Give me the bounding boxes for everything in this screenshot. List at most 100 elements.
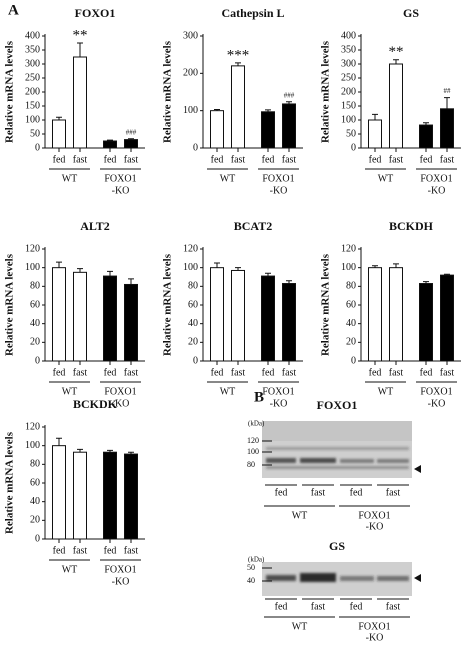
- y-axis-label: Relative mRNA levels: [4, 253, 16, 356]
- blot-image: [262, 562, 421, 596]
- x-tick-label: fed: [211, 154, 224, 165]
- bar: [389, 267, 403, 362]
- error-bar: [128, 451, 134, 455]
- lane-label: fast: [386, 487, 401, 498]
- y-tick-label: 40: [346, 318, 356, 329]
- y-tick-label: 0: [351, 355, 356, 366]
- y-tick-label: 20: [346, 337, 356, 348]
- group-label: -KO: [112, 185, 130, 196]
- lane-label: fed: [350, 601, 363, 612]
- significance-label: **: [73, 27, 88, 43]
- group-label: -KO: [270, 185, 288, 196]
- chart-title: FOXO1: [75, 6, 116, 20]
- y-tick-label: 40: [188, 318, 198, 329]
- group-label: -KO: [112, 576, 130, 587]
- bar: [440, 108, 454, 149]
- y-tick-label: 80: [30, 459, 40, 470]
- group-label: -KO: [270, 398, 288, 409]
- x-tick-label: fast: [282, 154, 297, 165]
- bar: [52, 445, 66, 540]
- y-tick-label: 40: [30, 318, 40, 329]
- x-tick-label: fast: [389, 154, 404, 165]
- y-tick-label: 0: [35, 142, 40, 153]
- y-tick-label: 120: [25, 243, 40, 254]
- y-axis-label: Relative mRNA levels: [4, 40, 16, 143]
- x-tick-label: fed: [53, 367, 66, 378]
- group-label: WT: [378, 173, 394, 184]
- error-bar: [372, 265, 378, 268]
- y-tick-label: 150: [341, 100, 356, 111]
- y-axis-label: Relative mRNA levels: [162, 40, 174, 143]
- error-bar: [372, 113, 378, 120]
- y-tick-label: 60: [30, 477, 40, 488]
- x-tick-label: fast: [73, 154, 88, 165]
- y-tick-label: 60: [30, 299, 40, 310]
- y-tick-label: 150: [25, 100, 40, 111]
- x-tick-label: fed: [104, 545, 117, 556]
- x-tick-label: fed: [211, 367, 224, 378]
- group-label: FOXO1: [262, 173, 294, 184]
- blot-title: FOXO1: [317, 398, 358, 412]
- group-label: FOXO1: [104, 564, 136, 575]
- x-tick-label: fed: [104, 367, 117, 378]
- error-bar: [107, 139, 113, 141]
- group-label: FOXO1: [104, 386, 136, 397]
- significance-label: ###: [284, 91, 295, 99]
- error-bar: [214, 262, 220, 268]
- y-tick-label: 100: [25, 440, 40, 451]
- bar: [419, 124, 433, 149]
- x-tick-label: fed: [262, 367, 275, 378]
- bar: [261, 275, 275, 362]
- blot-unit: (kDa): [248, 420, 265, 428]
- y-axis-label: Relative mRNA levels: [4, 431, 16, 534]
- bar: [261, 111, 275, 149]
- y-tick-label: 0: [193, 355, 198, 366]
- bar: [210, 110, 224, 149]
- group-label: WT: [292, 621, 308, 632]
- y-tick-label: 20: [188, 337, 198, 348]
- x-tick-label: fast: [124, 154, 139, 165]
- lane-label: fast: [311, 601, 326, 612]
- x-tick-label: fast: [389, 367, 404, 378]
- y-tick-label: 120: [341, 243, 356, 254]
- bar: [73, 56, 87, 149]
- y-tick-label: 200: [25, 86, 40, 97]
- error-bar: [214, 109, 220, 111]
- y-tick-label: 350: [341, 44, 356, 55]
- y-tick-label: 100: [183, 262, 198, 273]
- error-bar: [423, 281, 429, 284]
- x-tick-label: fast: [440, 367, 455, 378]
- y-tick-label: 100: [341, 114, 356, 125]
- x-tick-label: fast: [73, 545, 88, 556]
- error-bar: [286, 280, 292, 284]
- x-tick-label: fed: [369, 367, 382, 378]
- bar: [103, 275, 117, 362]
- marker-label: 80: [247, 460, 255, 469]
- x-tick-label: fed: [262, 154, 275, 165]
- group-label: -KO: [366, 632, 384, 643]
- group-label: -KO: [112, 398, 130, 409]
- error-bar: [444, 97, 450, 109]
- chart-title: GS: [403, 6, 419, 20]
- marker-label: 100: [247, 447, 259, 456]
- error-bar: [77, 42, 83, 57]
- y-tick-label: 40: [30, 496, 40, 507]
- x-tick-label: fed: [53, 154, 66, 165]
- group-label: WT: [62, 173, 78, 184]
- y-tick-label: 300: [341, 58, 356, 69]
- error-bar: [77, 448, 83, 453]
- group-label: WT: [292, 510, 308, 521]
- y-tick-label: 0: [35, 533, 40, 544]
- y-tick-label: 200: [341, 86, 356, 97]
- error-bar: [423, 122, 429, 126]
- bar: [440, 274, 454, 362]
- error-bar: [56, 437, 62, 446]
- x-tick-label: fed: [53, 545, 66, 556]
- significance-label: ###: [126, 128, 137, 136]
- blot-image: [262, 421, 421, 478]
- marker-label: 50: [247, 563, 255, 572]
- bar: [52, 267, 66, 362]
- group-label: -KO: [366, 521, 384, 532]
- error-bar: [56, 116, 62, 120]
- y-tick-label: 60: [346, 299, 356, 310]
